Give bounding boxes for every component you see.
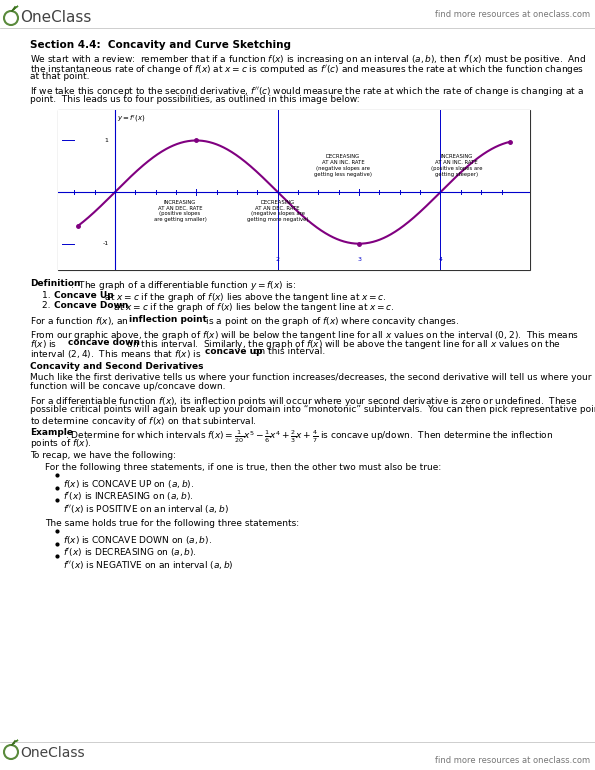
Text: find more resources at oneclass.com: find more resources at oneclass.com [435, 756, 590, 765]
Text: 1.: 1. [42, 291, 57, 300]
Text: $f''(x)$ is POSITIVE on an interval $(a, b)$: $f''(x)$ is POSITIVE on an interval $(a,… [63, 503, 229, 515]
Text: 1: 1 [105, 138, 108, 143]
Text: 3: 3 [357, 256, 361, 262]
Text: INCREASING
AT AN DEC. RATE
(positive slopes
are getting smaller): INCREASING AT AN DEC. RATE (positive slo… [154, 200, 206, 223]
Text: For the following three statements, if one is true, then the other two must also: For the following three statements, if o… [45, 464, 441, 473]
Text: inflection point: inflection point [129, 315, 207, 324]
Text: find more resources at oneclass.com: find more resources at oneclass.com [435, 10, 590, 19]
Text: The same holds true for the following three statements:: The same holds true for the following th… [45, 520, 299, 528]
Polygon shape [13, 6, 18, 10]
Text: $f(x)$ is: $f(x)$ is [30, 338, 58, 350]
Text: We start with a review:  remember that if a function $f(x)$ is increasing on an : We start with a review: remember that if… [30, 53, 586, 66]
Text: Concave Down: Concave Down [54, 302, 129, 310]
Text: DECREASING
AT AN INC. RATE
(negative slopes are
getting less negative): DECREASING AT AN INC. RATE (negative slo… [314, 154, 372, 176]
Text: function will be concave up/concave down.: function will be concave up/concave down… [30, 382, 226, 391]
Text: OneClass: OneClass [20, 746, 84, 760]
Text: $f''(x)$ is NEGATIVE on an interval $(a, b)$: $f''(x)$ is NEGATIVE on an interval $(a,… [63, 559, 234, 571]
Text: 4: 4 [439, 256, 443, 262]
Text: Example: Example [30, 428, 73, 437]
Text: $f'(x)$ is INCREASING on $(a, b)$.: $f'(x)$ is INCREASING on $(a, b)$. [63, 490, 193, 503]
Text: point.  This leads us to four possibilities, as outlined in this image below:: point. This leads us to four possibiliti… [30, 95, 359, 104]
Text: at $x = c$ if the graph of $f(x)$ lies below the tangent line at $x = c$.: at $x = c$ if the graph of $f(x)$ lies b… [111, 302, 394, 314]
Text: Definition: Definition [30, 280, 80, 289]
Text: OneClass: OneClass [20, 10, 92, 25]
Text: For a differentiable function $f(x)$, its inflection points will occur where you: For a differentiable function $f(x)$, it… [30, 396, 577, 409]
Text: at that point.: at that point. [30, 72, 89, 81]
Bar [58, 109, 530, 270]
Text: $f(x)$ is CONCAVE UP on $(a, b)$.: $f(x)$ is CONCAVE UP on $(a, b)$. [63, 478, 194, 490]
Text: the instantaneous rate of change of $f(x)$ at $x = c$ is computed as $f'(c)$ and: the instantaneous rate of change of $f(x… [30, 62, 584, 75]
Text: Concave Up: Concave Up [54, 291, 114, 300]
Text: Much like the first derivative tells us where your function increases/decreases,: Much like the first derivative tells us … [30, 373, 591, 381]
Text: at $x = c$ if the graph of $f(x)$ lies above the tangent line at $x = c$.: at $x = c$ if the graph of $f(x)$ lies a… [102, 291, 387, 304]
Text: $y = f'(x)$: $y = f'(x)$ [117, 114, 146, 125]
Text: $f'(x)$ is DECREASING on $(a, b)$.: $f'(x)$ is DECREASING on $(a, b)$. [63, 547, 197, 558]
Text: DECREASING
AT AN DEC. RATE
(negative slopes are
getting more negative): DECREASING AT AN DEC. RATE (negative slo… [247, 200, 308, 223]
Text: Concavity and Second Derivatives: Concavity and Second Derivatives [30, 362, 203, 371]
Text: interval $(2, 4)$.  This means that $f(x)$ is: interval $(2, 4)$. This means that $f(x)… [30, 347, 202, 360]
Text: From our graphic above, the graph of $f(x)$ will be below the tangent line for a: From our graphic above, the graph of $f(… [30, 329, 579, 342]
Text: on this interval.: on this interval. [251, 347, 325, 357]
Text: If we take this concept to the second derivative, $f''(c)$ would measure the rat: If we take this concept to the second de… [30, 85, 584, 99]
Text: is a point on the graph of $f(x)$ where concavity changes.: is a point on the graph of $f(x)$ where … [203, 315, 459, 328]
Text: points of $f(x)$.: points of $f(x)$. [30, 437, 92, 450]
Text: possible critical points will again break up your domain into “monotonic” subint: possible critical points will again brea… [30, 405, 595, 414]
Text: : Determine for which intervals $f(x) = \frac{1}{20}x^5 - \frac{1}{6}x^4 + \frac: : Determine for which intervals $f(x) = … [65, 428, 553, 444]
Text: concave up: concave up [205, 347, 262, 357]
Polygon shape [13, 740, 18, 744]
Text: 2: 2 [275, 256, 280, 262]
Text: 2.: 2. [42, 302, 57, 310]
Text: For a function $f(x)$, an: For a function $f(x)$, an [30, 315, 130, 327]
Text: To recap, we have the following:: To recap, we have the following: [30, 451, 176, 460]
Text: concave down: concave down [68, 338, 140, 347]
Text: $f(x)$ is CONCAVE DOWN on $(a, b)$.: $f(x)$ is CONCAVE DOWN on $(a, b)$. [63, 534, 212, 546]
Text: :  The graph of a differentiable function $y = f(x)$ is:: : The graph of a differentiable function… [70, 280, 296, 293]
Text: INCREASING
AT AN INC. RATE
(positive slopes are
getting steeper): INCREASING AT AN INC. RATE (positive slo… [431, 154, 483, 176]
Text: :: : [183, 362, 186, 371]
Text: to determine concavity of $f(x)$ on that subinterval.: to determine concavity of $f(x)$ on that… [30, 414, 257, 427]
Text: Section 4.4:  Concavity and Curve Sketching: Section 4.4: Concavity and Curve Sketchi… [30, 40, 291, 50]
Text: -1: -1 [102, 241, 108, 246]
Text: on this interval.  Similarly, the graph of $f(x)$ will be above the tangent line: on this interval. Similarly, the graph o… [124, 338, 561, 351]
